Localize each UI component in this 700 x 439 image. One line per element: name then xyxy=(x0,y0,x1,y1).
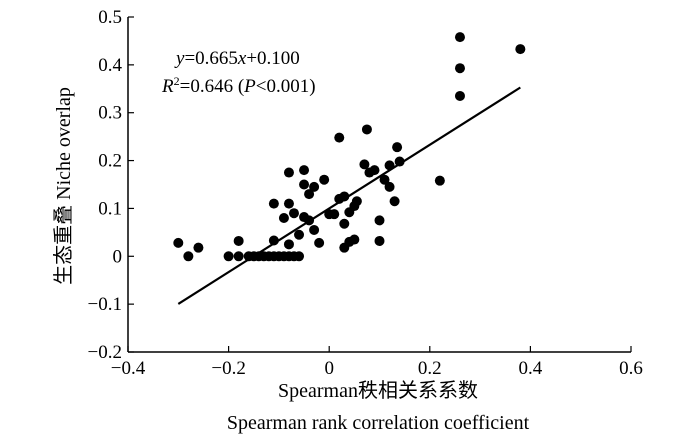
y-axis-title: 生态重叠 Niche overlap xyxy=(52,87,75,285)
x-tick-label: 0.6 xyxy=(619,358,643,379)
fit-line-group xyxy=(177,86,521,305)
data-point xyxy=(299,179,310,190)
data-point xyxy=(288,208,299,219)
data-point xyxy=(294,229,305,240)
y-tick-label: −0.2 xyxy=(88,342,122,363)
data-point xyxy=(309,181,320,192)
data-point xyxy=(379,174,390,185)
x-tick-label: −0.2 xyxy=(211,358,245,379)
data-point xyxy=(278,213,289,223)
y-tick-label: 0.3 xyxy=(98,103,122,124)
y-tick-label: 0 xyxy=(113,246,123,267)
data-point xyxy=(392,142,403,153)
data-point xyxy=(394,156,405,167)
y-tick-label: 0.5 xyxy=(98,7,122,28)
data-point xyxy=(359,159,370,170)
equation-text: y=0.665x+0.100 xyxy=(174,48,300,69)
x-tick-label: 0.2 xyxy=(418,358,442,379)
data-point xyxy=(515,44,526,55)
data-point xyxy=(454,63,465,74)
data-points xyxy=(173,32,526,262)
data-point xyxy=(233,251,244,262)
data-point xyxy=(294,251,305,262)
data-point xyxy=(233,235,244,246)
y-tick-label: 0.4 xyxy=(98,55,122,76)
r-squared-text: R2=0.646 (P<0.001) xyxy=(161,74,316,97)
data-point xyxy=(349,234,360,245)
y-tick-label: 0.1 xyxy=(98,198,122,219)
data-point xyxy=(304,189,315,200)
data-point xyxy=(339,191,350,202)
axes xyxy=(127,17,631,353)
data-point xyxy=(339,218,350,229)
data-point xyxy=(223,251,234,262)
data-point xyxy=(283,198,294,209)
data-point xyxy=(268,198,279,209)
data-point xyxy=(183,251,194,262)
y-tick-label: −0.1 xyxy=(88,294,122,315)
data-point xyxy=(369,165,380,176)
data-point xyxy=(329,209,340,220)
data-point xyxy=(389,196,400,207)
x-axis-title-en: Spearman rank correlation coefficient xyxy=(227,412,530,434)
regression-line xyxy=(177,86,521,305)
data-point xyxy=(314,237,325,248)
data-point xyxy=(283,167,294,178)
data-point xyxy=(193,242,204,253)
data-point xyxy=(173,237,184,248)
data-point xyxy=(351,196,362,207)
data-point xyxy=(384,181,395,192)
data-point xyxy=(283,239,294,250)
data-point xyxy=(454,90,465,101)
x-axis-title: Spearman秩相关系系数 xyxy=(278,379,478,402)
data-point xyxy=(434,175,445,186)
y-tick-label: 0.2 xyxy=(98,151,122,172)
data-point xyxy=(374,215,385,226)
data-point xyxy=(309,224,320,235)
data-point xyxy=(374,235,385,246)
ticks: −0.4 −0.2 0 0.2 0.4 0.6−0.2−0.100.10.20.30.40… xyxy=(88,7,643,379)
data-point xyxy=(319,174,330,185)
x-tick-label: 0 xyxy=(324,358,334,379)
data-point xyxy=(299,165,310,176)
data-point xyxy=(334,132,345,143)
data-point xyxy=(454,32,465,43)
x-tick-label: −0.4 xyxy=(111,358,146,379)
data-point xyxy=(361,124,372,135)
x-tick-label: 0.4 xyxy=(519,358,543,379)
regression-annotation: y=0.665x+0.100 R2=0.646 (P<0.001) xyxy=(161,48,316,97)
